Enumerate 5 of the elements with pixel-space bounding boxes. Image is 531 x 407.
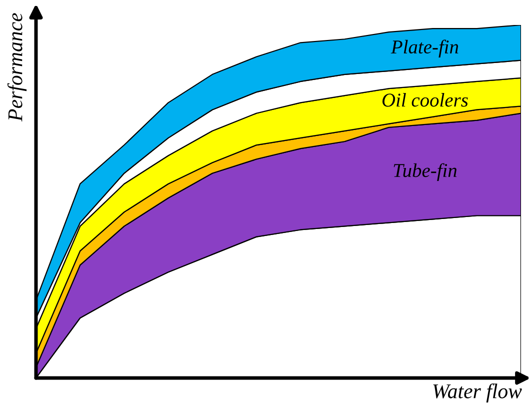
series-label: Tube-fin <box>394 163 457 182</box>
y-axis-title: Performance <box>7 13 27 122</box>
series-label: Plate-fin <box>390 40 458 58</box>
x-axis-title: Water flow <box>433 383 522 403</box>
series-label: Oil coolers <box>382 93 468 107</box>
